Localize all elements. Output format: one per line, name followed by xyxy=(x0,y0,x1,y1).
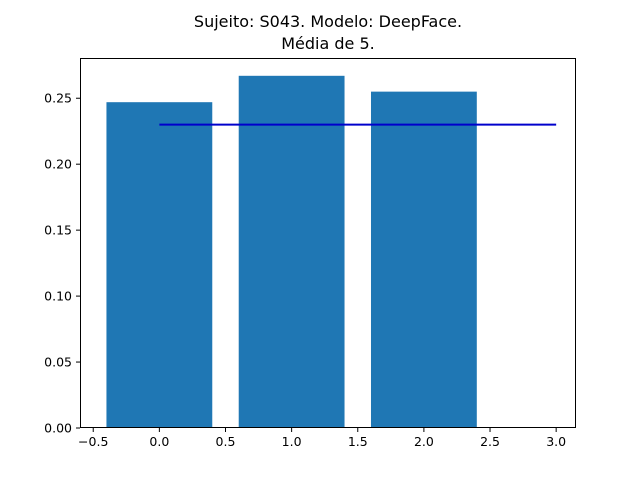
x-axis: −0.5 0.0 0.5 1.0 1.5 2.0 2.5 3.0 xyxy=(78,428,566,449)
y-tick-label: 0.00 xyxy=(44,421,72,436)
bars-layer xyxy=(106,75,477,429)
y-tick-label: 0.05 xyxy=(44,355,72,370)
y-tick-label: 0.15 xyxy=(44,223,72,238)
y-tick-label: 0.10 xyxy=(44,289,72,304)
y-tick-label: 0.20 xyxy=(44,157,72,172)
bar-2 xyxy=(370,91,477,429)
x-tick-label: 0.5 xyxy=(216,434,236,449)
x-tick-label: −0.5 xyxy=(78,434,108,449)
plot-area-frame xyxy=(80,58,576,428)
x-tick-label: 3.0 xyxy=(546,434,566,449)
x-tick-label: 1.0 xyxy=(282,434,302,449)
chart-title-line-2: Média de 5. xyxy=(281,34,375,53)
y-tick-label: 0.25 xyxy=(44,91,72,106)
chart-title-line-1: Sujeito: S043. Modelo: DeepFace. xyxy=(193,12,463,31)
x-tick-label: 2.0 xyxy=(414,434,434,449)
y-axis: 0.00 0.05 0.10 0.15 0.20 0.25 xyxy=(44,91,80,436)
x-tick-label: 1.5 xyxy=(348,434,368,449)
bar-0 xyxy=(106,102,213,428)
x-tick-label: 0.0 xyxy=(149,434,169,449)
bar-1 xyxy=(238,75,345,428)
x-tick-label: 2.5 xyxy=(480,434,500,449)
